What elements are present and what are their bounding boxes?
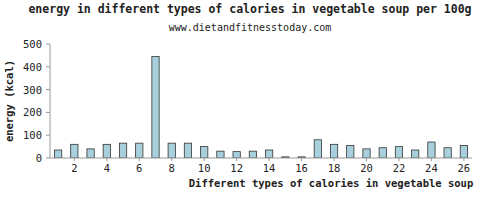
- bar: [265, 150, 272, 158]
- x-tick-label: 14: [263, 162, 276, 174]
- bar: [330, 144, 337, 158]
- bar: [428, 142, 435, 158]
- y-tick-label: 0: [36, 152, 42, 164]
- title: energy in different types of calories in…: [28, 2, 471, 16]
- x-tick: [398, 158, 399, 161]
- x-axis: [50, 158, 472, 159]
- x-tick-label: 12: [230, 162, 243, 174]
- bar: [379, 148, 386, 158]
- bar: [103, 144, 110, 158]
- y-tick-label: 500: [23, 38, 42, 50]
- x-tick-label: 22: [393, 162, 406, 174]
- y-tick: [46, 66, 50, 67]
- y-tick: [46, 135, 50, 136]
- bar: [168, 143, 175, 158]
- bar: [347, 145, 354, 158]
- y-tick-label: 300: [23, 84, 42, 96]
- bar: [54, 150, 61, 158]
- bar: [217, 151, 224, 158]
- bar: [87, 149, 94, 158]
- bar: [184, 143, 191, 158]
- y-axis: [50, 44, 51, 158]
- subtitle: www.dietandfitnesstoday.com: [169, 22, 332, 33]
- y-tick: [46, 44, 50, 45]
- y-axis-label: energy (kcal): [3, 60, 15, 142]
- x-tick: [269, 158, 270, 161]
- x-tick-label: 26: [458, 162, 471, 174]
- bar: [119, 143, 126, 158]
- bar: [314, 140, 321, 158]
- bar: [233, 152, 240, 158]
- y-tick-label: 100: [23, 129, 42, 141]
- x-tick: [204, 158, 205, 161]
- x-tick-label: 4: [104, 162, 110, 174]
- bar: [363, 149, 370, 158]
- bar: [249, 151, 256, 158]
- x-tick-label: 20: [360, 162, 373, 174]
- x-tick: [463, 158, 464, 161]
- x-tick-label: 24: [425, 162, 438, 174]
- bar: [201, 147, 208, 158]
- x-tick: [431, 158, 432, 161]
- x-tick: [74, 158, 75, 161]
- x-tick-label: 6: [136, 162, 142, 174]
- bar: [412, 150, 419, 158]
- x-tick: [301, 158, 302, 161]
- y-tick: [46, 158, 50, 159]
- y-tick: [46, 89, 50, 90]
- x-tick: [236, 158, 237, 161]
- x-tick: [139, 158, 140, 161]
- x-tick: [334, 158, 335, 161]
- bar: [444, 148, 451, 158]
- bar: [136, 143, 143, 158]
- x-tick-label: 8: [169, 162, 175, 174]
- x-tick: [106, 158, 107, 161]
- x-tick-label: 18: [328, 162, 341, 174]
- chart: energy in different types of calories in…: [0, 0, 500, 200]
- y-tick: [46, 112, 50, 113]
- x-axis-label: Different types of calories in vegetable…: [189, 177, 473, 189]
- y-tick-label: 200: [23, 106, 42, 118]
- x-tick-label: 10: [198, 162, 211, 174]
- bar: [71, 144, 78, 158]
- bars: [54, 57, 467, 158]
- bar: [460, 145, 467, 158]
- y-tick-label: 400: [23, 61, 42, 73]
- bar: [152, 57, 159, 158]
- x-tick-label: 16: [295, 162, 308, 174]
- bar: [395, 147, 402, 158]
- x-tick: [171, 158, 172, 161]
- x-tick: [366, 158, 367, 161]
- x-tick-label: 2: [71, 162, 77, 174]
